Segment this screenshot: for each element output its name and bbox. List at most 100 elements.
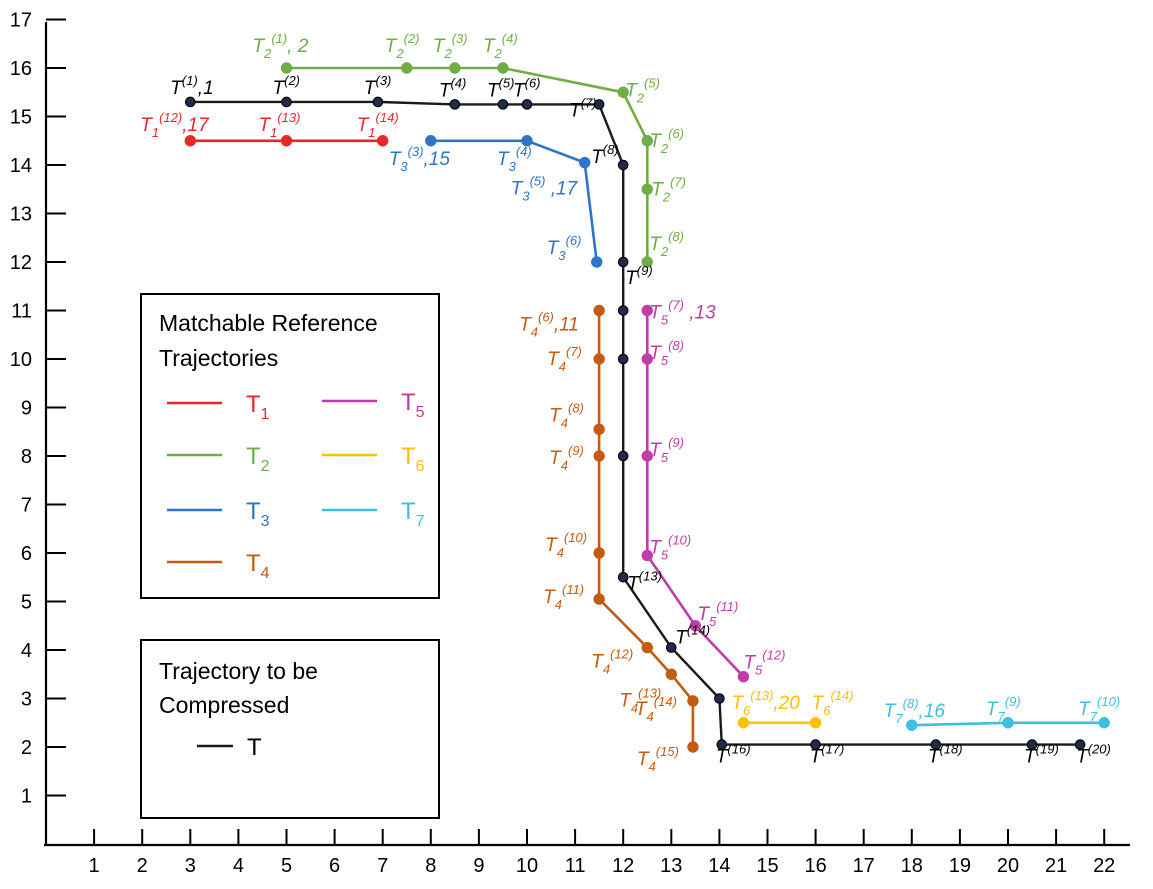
trajectory-t4-point [593,593,605,605]
point-label-t4: T4(10) [545,530,587,560]
trajectory-t-point [810,739,821,750]
trajectory-t2-point [497,62,509,74]
point-label-t5: T5(11) [697,599,738,629]
trajectory-t2-point [641,135,653,147]
trajectory-t2-point [641,183,653,195]
legend-compressed-title-line1: Trajectory to be [159,658,318,684]
point-label-t2: T2(7) [651,174,686,204]
trajectory-t-point [617,353,629,365]
point-label-t: T(18) [928,742,963,768]
point-label-t: T(4) [439,75,467,101]
trajectory-t4-point [593,423,605,436]
trajectory-t5-path [645,310,745,678]
trajectory-t-point [716,739,728,750]
y-tick-label: 8 [21,446,32,468]
point-label-t2: T2(6) [649,126,684,156]
trajectory-t2-point [280,62,293,74]
trajectory-t5-point [641,549,653,562]
trajectory-t2-path [286,66,649,262]
legend-compressed-frame [140,639,440,819]
point-label-t: T(14) [675,623,710,649]
trajectory-t-point [1074,739,1086,750]
trajectory-t2 [280,62,653,268]
trajectory-t2-point [617,86,629,98]
point-label-t7: T7(9) [986,694,1021,724]
x-tick-label: 17 [853,855,875,877]
trajectory-t-point [449,99,461,110]
x-tick-label: 3 [185,855,196,877]
point-label-t3: T3(6) [547,233,582,263]
y-tick-label: 7 [21,495,32,517]
point-label-t: T(3) [364,73,392,99]
x-tick-label: 7 [377,855,388,877]
point-label-t: T(19) [1024,742,1059,768]
trajectory-t4-point [641,641,653,654]
y-tick-label: 17 [10,10,32,32]
legend-item-t7: T7 [322,498,425,530]
point-label-t1: T1(12),17 [140,110,210,140]
point-label-t2: T2(8) [649,229,684,259]
y-tick-label: 14 [10,155,32,177]
legend-item-t3: T3 [167,498,270,530]
point-label-t4: T4(15) [637,744,679,774]
y-tick-label: 9 [21,398,32,420]
trajectory-t4-point [687,695,699,707]
legend-matchable: Matchable Reference Trajectories T1T2T3T… [140,293,440,599]
legend-item-label: T7 [401,498,425,530]
trajectory-t-point [593,99,605,110]
point-label-t2: T2(2) [385,31,420,61]
x-tick-label: 6 [329,855,340,877]
trajectory-t4 [593,304,699,753]
point-label-t2: T2(3) [433,31,468,61]
trajectory-t-point [617,305,629,316]
legend-item-t6: T6 [322,443,425,475]
trajectory-t-point [617,256,629,268]
legend-item-label: T3 [246,498,270,530]
trajectory-t-path [190,100,1081,746]
legend-matchable-title-line1: Matchable Reference [159,310,378,336]
trajectory-t4-point [593,353,605,365]
point-label-t2: T2(5) [625,75,660,105]
x-tick-label: 2 [137,855,148,877]
x-tick-label: 21 [1045,855,1067,877]
point-label-t3: T3(3),15 [389,144,451,174]
trajectory-t-point [666,642,677,653]
x-tick-label: 22 [1093,855,1115,877]
trajectory-t2-point [641,256,653,268]
y-tick-label: 4 [21,640,32,662]
trajectory-t5-point [641,304,653,317]
point-label-t: T(5) [487,75,515,101]
trajectory-t-point [617,159,629,171]
x-tick-label: 8 [425,855,436,877]
trajectory-t7-point [906,719,918,731]
x-tick-label: 11 [565,855,586,877]
legend-matchable-frame [140,293,440,599]
trajectory-t1-point [184,135,197,147]
x-tick-label: 20 [997,855,1019,877]
trajectory-t4-point [593,547,605,559]
point-label-t: T(6) [513,75,541,101]
x-tick-label: 1 [89,855,100,877]
trajectory-t7-point [1098,717,1110,729]
x-tick-label: 12 [612,855,634,877]
point-label-t2: T2(4) [483,31,518,61]
x-tick-label: 13 [660,855,682,877]
point-label-t: T(17) [810,742,845,768]
legend-item-label: T4 [246,550,270,582]
trajectory-t-point [930,739,942,750]
x-tick-label: 4 [233,855,244,877]
point-label-t: T(9) [625,263,653,289]
y-tick-label: 15 [10,107,32,129]
trajectory-t2-point [401,62,413,74]
axes: 1 2 3 4 5 6 7 8 9 10 11 12 13 14 15 16 17 18 19 20 21 2212345… [10,10,1130,877]
trajectory-t-point [1026,739,1038,750]
legend-compressed: Trajectory to be Compressed T [140,639,440,819]
legend-item-label: T6 [401,443,425,475]
y-tick-label: 6 [21,543,32,565]
point-label-t7: T7(8),16 [884,696,946,726]
trajectory-t3-point [591,256,603,268]
trajectory-t7-point [1002,717,1014,729]
point-label-t: T(7) [569,95,597,121]
trajectory-t4-point [687,741,699,753]
